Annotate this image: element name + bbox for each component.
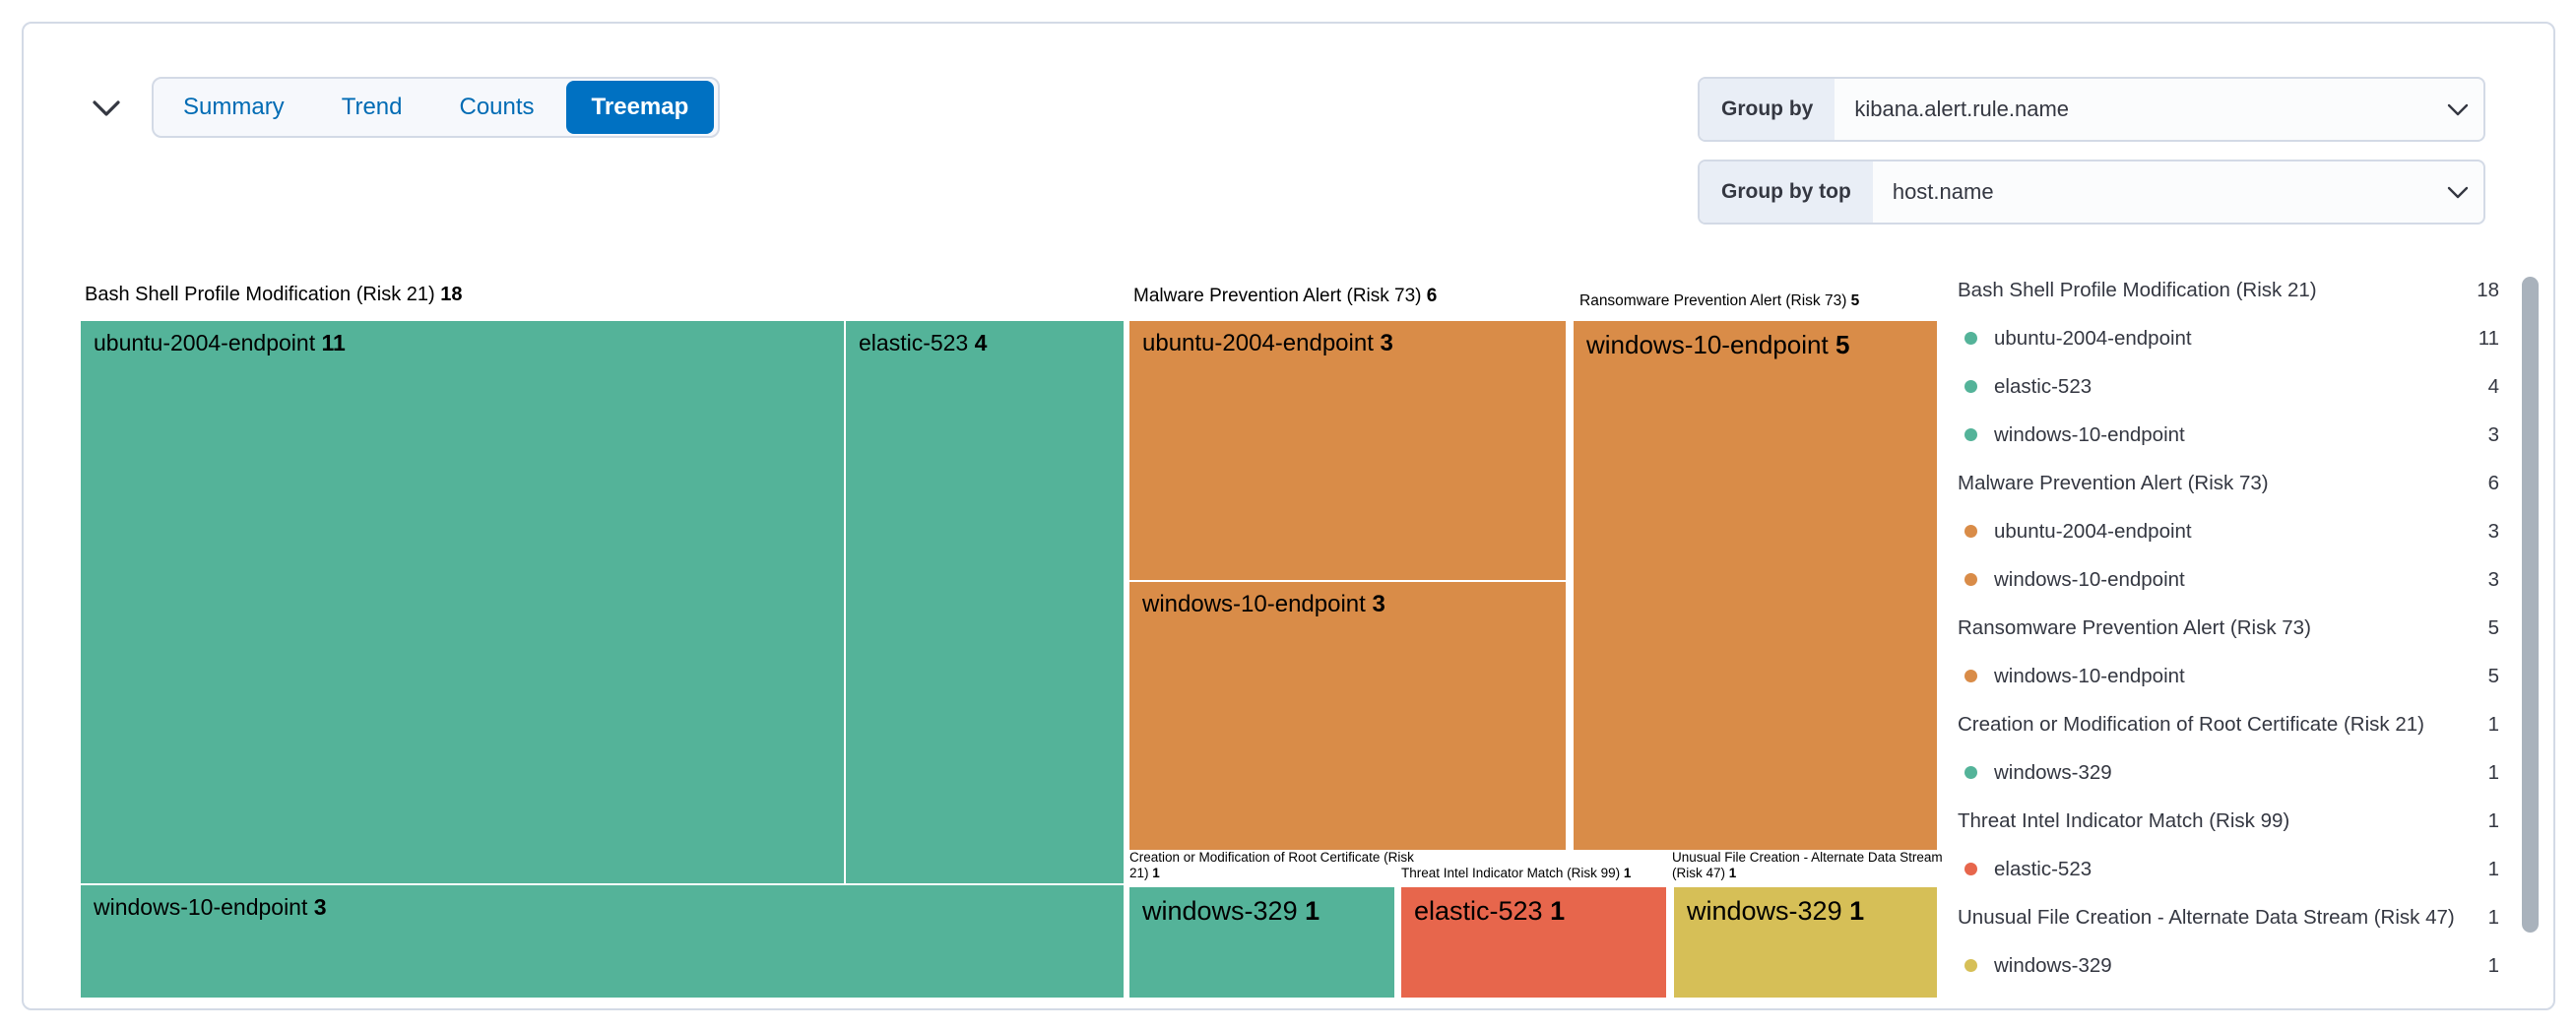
legend-rule-label: Creation or Modification of Root Certifi… bbox=[1958, 713, 2424, 736]
legend-host-item[interactable]: windows-329 1 bbox=[1956, 941, 2499, 990]
legend-rule-label: Threat Intel Indicator Match (Risk 99) bbox=[1958, 809, 2290, 832]
chevron-down-icon bbox=[2432, 79, 2483, 140]
treemap-cell[interactable]: windows-329 1 bbox=[1674, 887, 1937, 998]
group-by-label: Group by bbox=[1700, 79, 1835, 140]
group-by-select[interactable]: Group by kibana.alert.rule.name bbox=[1698, 77, 2485, 142]
legend-host-count: 4 bbox=[2487, 374, 2499, 398]
legend-rule-count: 18 bbox=[2477, 278, 2499, 301]
alerts-panel: Summary Trend Counts Treemap Group by ki… bbox=[22, 22, 2555, 1010]
chevron-down-icon bbox=[2432, 161, 2483, 223]
legend-scrollbar-thumb[interactable] bbox=[2522, 277, 2539, 933]
legend-host-label: ubuntu-2004-endpoint bbox=[1994, 327, 2192, 350]
legend-host-count: 3 bbox=[2487, 422, 2499, 446]
tab-treemap[interactable]: Treemap bbox=[565, 81, 715, 134]
legend-color-dot-icon bbox=[1964, 959, 1977, 972]
legend-rule-label: Ransomware Prevention Alert (Risk 73) bbox=[1958, 616, 2311, 639]
treemap-cell[interactable]: elastic-523 1 bbox=[1401, 887, 1666, 998]
group-by-top-select[interactable]: Group by top host.name bbox=[1698, 160, 2485, 225]
legend-host-item[interactable]: windows-10-endpoint 3 bbox=[1956, 555, 2499, 604]
legend-rule-item[interactable]: Bash Shell Profile Modification (Risk 21… bbox=[1956, 266, 2499, 314]
legend-rule-item[interactable]: Malware Prevention Alert (Risk 73) 6 bbox=[1956, 459, 2499, 507]
treemap-cell[interactable]: elastic-523 4 bbox=[846, 321, 1124, 883]
view-tab-group: Summary Trend Counts Treemap bbox=[152, 77, 721, 138]
legend-host-label: windows-329 bbox=[1994, 761, 2112, 784]
legend-host-label: windows-10-endpoint bbox=[1994, 423, 2185, 446]
legend-host-count: 5 bbox=[2487, 664, 2499, 687]
legend-host-count: 3 bbox=[2487, 519, 2499, 543]
collapse-chevron-icon[interactable] bbox=[89, 91, 124, 126]
legend-rule-count: 1 bbox=[2487, 712, 2499, 736]
legend-color-dot-icon bbox=[1964, 428, 1977, 441]
legend-host-count: 11 bbox=[2478, 326, 2499, 350]
treemap-cell[interactable]: ubuntu-2004-endpoint 3 bbox=[1129, 321, 1566, 580]
legend-host-count: 1 bbox=[2487, 953, 2499, 977]
chevron-down-icon bbox=[93, 100, 120, 116]
legend-rule-count: 1 bbox=[2487, 808, 2499, 832]
legend-host-item[interactable]: elastic-523 1 bbox=[1956, 845, 2499, 893]
legend-rule-item[interactable]: Threat Intel Indicator Match (Risk 99) 1 bbox=[1956, 797, 2499, 845]
legend-rule-count: 5 bbox=[2487, 615, 2499, 639]
legend-rule-label: Bash Shell Profile Modification (Risk 21… bbox=[1958, 279, 2317, 301]
legend-rule-count: 6 bbox=[2487, 471, 2499, 494]
tab-counts[interactable]: Counts bbox=[434, 81, 560, 134]
legend-rule-label: Unusual File Creation - Alternate Data S… bbox=[1958, 906, 2455, 929]
legend-color-dot-icon bbox=[1964, 670, 1977, 682]
legend-host-count: 1 bbox=[2487, 760, 2499, 784]
treemap-group-header: Ransomware Prevention Alert (Risk 73) 5 bbox=[1579, 292, 1860, 309]
treemap-group-header: Threat Intel Indicator Match (Risk 99) 1 bbox=[1401, 866, 1632, 880]
legend-rule-count: 1 bbox=[2487, 905, 2499, 929]
legend-host-item[interactable]: ubuntu-2004-endpoint 3 bbox=[1956, 507, 2499, 555]
tab-trend[interactable]: Trend bbox=[316, 81, 428, 134]
legend-host-label: windows-10-endpoint bbox=[1994, 568, 2185, 591]
legend-rule-label: Malware Prevention Alert (Risk 73) bbox=[1958, 472, 2269, 494]
legend-color-dot-icon bbox=[1964, 573, 1977, 586]
legend-color-dot-icon bbox=[1964, 380, 1977, 393]
legend-rule-item[interactable]: Ransomware Prevention Alert (Risk 73) 5 bbox=[1956, 604, 2499, 652]
treemap-group-header: Creation or Modification of Root Certifi… bbox=[1129, 850, 1414, 880]
legend-color-dot-icon bbox=[1964, 332, 1977, 345]
legend-color-dot-icon bbox=[1964, 863, 1977, 875]
treemap-cell[interactable]: windows-10-endpoint 3 bbox=[81, 885, 1124, 998]
legend-color-dot-icon bbox=[1964, 766, 1977, 779]
legend-rule-item[interactable]: Creation or Modification of Root Certifi… bbox=[1956, 700, 2499, 748]
treemap-group-header: Bash Shell Profile Modification (Risk 21… bbox=[85, 284, 463, 305]
treemap-legend: Bash Shell Profile Modification (Risk 21… bbox=[1956, 266, 2499, 990]
treemap-cell[interactable]: ubuntu-2004-endpoint 11 bbox=[81, 321, 844, 883]
legend-color-dot-icon bbox=[1964, 525, 1977, 538]
tab-summary[interactable]: Summary bbox=[158, 81, 310, 134]
group-by-value: kibana.alert.rule.name bbox=[1854, 97, 2070, 121]
legend-host-label: windows-10-endpoint bbox=[1994, 665, 2185, 687]
legend-host-count: 1 bbox=[2487, 857, 2499, 880]
legend-host-label: windows-329 bbox=[1994, 954, 2112, 977]
treemap-group-header: Unusual File Creation - Alternate Data S… bbox=[1672, 850, 1943, 880]
legend-host-count: 3 bbox=[2487, 567, 2499, 591]
legend-host-item[interactable]: elastic-523 4 bbox=[1956, 362, 2499, 411]
treemap-cell[interactable]: windows-10-endpoint 3 bbox=[1129, 582, 1566, 850]
legend-host-item[interactable]: windows-10-endpoint 3 bbox=[1956, 411, 2499, 459]
treemap-group-header: Malware Prevention Alert (Risk 73) 6 bbox=[1133, 286, 1438, 306]
treemap-cell[interactable]: windows-10-endpoint 5 bbox=[1574, 321, 1937, 850]
legend-host-label: elastic-523 bbox=[1994, 375, 2093, 398]
group-by-top-value: host.name bbox=[1892, 179, 1994, 204]
legend-host-label: ubuntu-2004-endpoint bbox=[1994, 520, 2192, 543]
group-by-top-label: Group by top bbox=[1700, 161, 1873, 223]
legend-host-label: elastic-523 bbox=[1994, 858, 2093, 880]
legend-host-item[interactable]: windows-329 1 bbox=[1956, 748, 2499, 797]
legend-host-item[interactable]: windows-10-endpoint 5 bbox=[1956, 652, 2499, 700]
legend-host-item[interactable]: ubuntu-2004-endpoint 11 bbox=[1956, 314, 2499, 362]
legend-rule-item[interactable]: Unusual File Creation - Alternate Data S… bbox=[1956, 893, 2499, 941]
treemap-cell[interactable]: windows-329 1 bbox=[1129, 887, 1394, 998]
